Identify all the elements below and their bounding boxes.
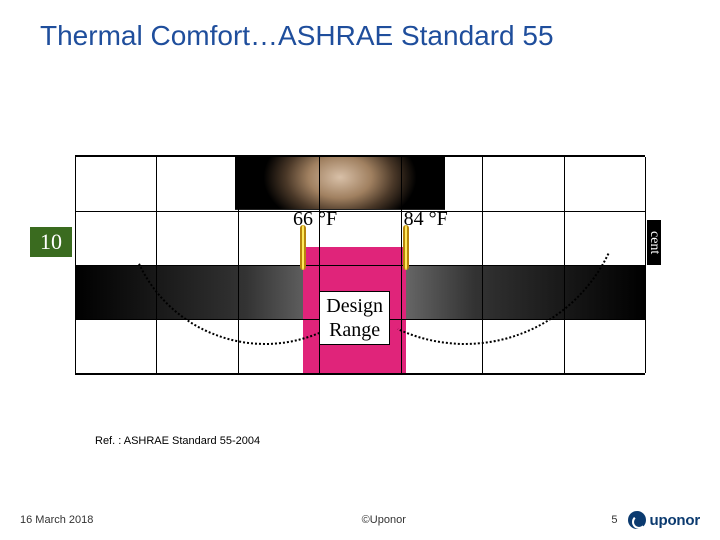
comfort-chart: 10 cent 66 °F 84 °F Design Range [75, 155, 645, 375]
logo-icon [628, 511, 646, 529]
footer-bar: 16 March 2018 ©Uponor 5 uponor [0, 500, 720, 540]
footer-copyright: ©Uponor [200, 514, 568, 526]
logo-text: uponor [650, 512, 700, 529]
y-tick-10: 10 [30, 227, 72, 257]
label-66f: 66 °F [293, 208, 337, 231]
footer-date: 16 March 2018 [20, 514, 200, 526]
marker-84f [403, 225, 409, 270]
label-84f: 84 °F [404, 208, 448, 231]
ylabel-fragment: cent [647, 220, 661, 265]
design-range-label: Design Range [319, 291, 390, 345]
slide-title: Thermal Comfort…ASHRAE Standard 55 [40, 20, 680, 52]
brand-logo: uponor [628, 511, 700, 529]
reference-text: Ref. : ASHRAE Standard 55-2004 [95, 435, 260, 447]
marker-66f [300, 225, 306, 270]
footer-page-number: 5 [568, 514, 628, 526]
